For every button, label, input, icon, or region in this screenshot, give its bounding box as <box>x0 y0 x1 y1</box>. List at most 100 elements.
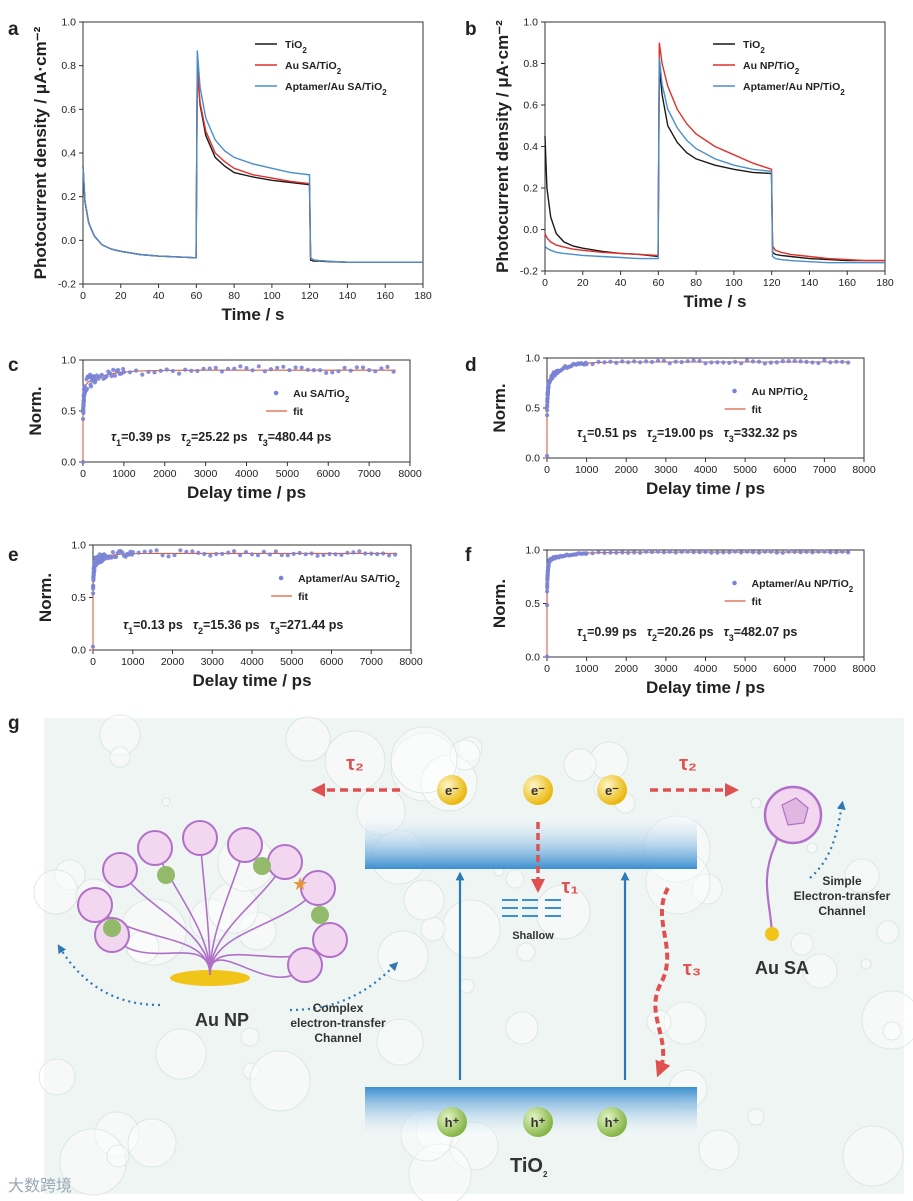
data-point <box>250 368 255 373</box>
x-tick-label: 60 <box>190 290 202 302</box>
data-point <box>816 549 821 554</box>
series-line-0 <box>544 67 885 262</box>
panel-d: d 0 1000 2000 3000 4000 5000 6000 7000 8000 0.0 0.5… <box>465 353 876 499</box>
bubble <box>33 869 79 915</box>
legend-label: Aptamer/Au NP/TiO2 <box>752 578 854 594</box>
bubble <box>161 797 171 807</box>
bubble <box>457 736 483 762</box>
data-point <box>685 359 690 364</box>
x-tick-label: 3000 <box>654 663 678 675</box>
series-line-0 <box>82 67 423 263</box>
data-point <box>142 549 147 554</box>
bubble <box>747 1108 765 1126</box>
series-line-1 <box>82 69 423 263</box>
x-tick-label: 3000 <box>194 468 218 480</box>
x-tick-label: 4000 <box>694 663 718 675</box>
target-molecule-3 <box>311 906 329 924</box>
watermark: 大数跨境 <box>8 1178 73 1195</box>
data-point <box>273 549 278 554</box>
data-point <box>195 368 200 374</box>
data-point <box>709 360 714 365</box>
bubble <box>459 978 475 994</box>
y-tick-label: 0.6 <box>523 100 538 112</box>
data-point <box>261 549 266 554</box>
au-np-cluster: ★ <box>77 820 348 986</box>
data-point <box>219 369 225 374</box>
data-point <box>367 368 372 373</box>
data-point <box>385 364 390 369</box>
x-tick-label: 8000 <box>852 663 876 675</box>
bubble <box>285 716 331 762</box>
y-axis-label: Norm. <box>490 383 509 432</box>
data-point <box>846 550 851 555</box>
data-point <box>111 367 116 372</box>
data-point <box>318 368 323 373</box>
data-point <box>90 644 96 649</box>
data-point <box>590 551 595 556</box>
schematic-panel: g e⁻ e⁻ e⁻ h⁺ h⁺ h⁺ τ₂ τ₂ τ₁ Shallow τ₃ TiO2 ★ Au NP Co… <box>8 713 913 1201</box>
x-tick-label: 8000 <box>852 464 876 476</box>
data-point <box>786 549 791 554</box>
x-tick-label: 80 <box>228 290 240 302</box>
aptamer-loop-2 <box>137 830 173 866</box>
au-sa-aptamer <box>763 785 823 941</box>
x-tick-label: 4000 <box>235 468 259 480</box>
hole-label: h⁺ <box>605 1115 620 1130</box>
data-point <box>750 550 756 555</box>
data-point <box>91 583 96 588</box>
bubble <box>127 1118 177 1168</box>
data-point <box>184 549 189 555</box>
bubble <box>376 1018 424 1066</box>
data-point <box>750 359 756 364</box>
complex-channel-label: Channel <box>314 1031 361 1045</box>
simple-channel-label: Simple <box>822 874 862 888</box>
data-point <box>315 553 320 558</box>
data-point <box>299 365 304 370</box>
x-tick-label: 0 <box>80 468 86 480</box>
data-point <box>99 372 104 377</box>
data-point <box>81 409 86 414</box>
y-tick-label: 0.0 <box>523 224 538 236</box>
x-tick-label: 160 <box>838 277 856 289</box>
panel-label: g <box>8 713 20 734</box>
x-tick-label: 0 <box>542 277 548 289</box>
dna-strand-6 <box>209 887 319 976</box>
data-point <box>321 552 326 558</box>
data-point <box>158 368 163 373</box>
data-point <box>655 358 661 363</box>
data-point <box>379 366 384 371</box>
bubble <box>38 1058 76 1096</box>
data-point <box>238 553 243 558</box>
electron-0 <box>437 775 467 805</box>
data-point <box>293 365 298 370</box>
data-point <box>130 550 135 555</box>
x-tick-label: 0 <box>544 663 550 675</box>
data-point <box>357 549 362 554</box>
data-point <box>661 550 667 555</box>
series-line-2 <box>544 57 885 264</box>
bubble <box>155 1028 207 1080</box>
panel-label: a <box>8 19 19 40</box>
data-point <box>166 554 171 559</box>
complex-channel-arrow <box>57 944 161 1007</box>
data-point <box>638 550 643 555</box>
simple-channel-label: Electron-transfer <box>794 889 891 903</box>
panel-a: a 0 20 40 60 80 100 120 140 160 180 -0.2 0.0 0.2 0.4 0.… <box>8 17 432 325</box>
legend-label: Au SA/TiO2 <box>293 388 350 404</box>
bubble <box>790 932 814 956</box>
data-point <box>810 550 815 555</box>
bubble <box>377 930 429 982</box>
data-point <box>190 549 195 554</box>
x-tick-label: 60 <box>652 277 664 289</box>
bubble <box>860 958 872 970</box>
data-point <box>733 549 738 554</box>
y-tick-label: 0.8 <box>61 60 76 72</box>
data-point <box>309 551 314 556</box>
data-point <box>608 359 613 364</box>
conduction-band <box>365 815 697 869</box>
data-point <box>822 358 827 363</box>
data-point <box>287 368 292 373</box>
data-point <box>745 549 750 554</box>
data-point <box>342 365 347 370</box>
